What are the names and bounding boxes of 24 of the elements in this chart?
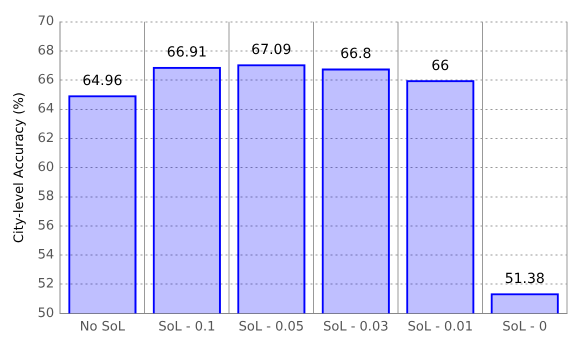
x-tick-label: No SoL bbox=[80, 320, 126, 335]
data-label: 51.38 bbox=[504, 270, 545, 287]
y-axis-title: City-level Accuracy (%) bbox=[12, 92, 28, 244]
y-tick-label: 66 bbox=[38, 72, 54, 88]
x-tick-label: SoL - 0 bbox=[502, 320, 548, 335]
y-tick-label: 60 bbox=[38, 160, 54, 175]
data-label: 64.96 bbox=[82, 72, 123, 89]
x-tick-label: SoL - 0.01 bbox=[408, 320, 473, 335]
data-label: 66.91 bbox=[166, 44, 207, 60]
y-tick-label: 54 bbox=[38, 247, 54, 262]
y-tick-label: 50 bbox=[38, 306, 54, 321]
x-tick-label: SoL - 0.03 bbox=[323, 320, 388, 335]
y-tick-label: 64 bbox=[38, 102, 54, 117]
x-tick-label: SoL - 0.1 bbox=[158, 320, 216, 335]
data-label: 66 bbox=[431, 58, 450, 74]
x-tick-label: SoL - 0.05 bbox=[238, 320, 304, 335]
y-tick-label: 68 bbox=[38, 43, 54, 58]
data-label: 66.8 bbox=[340, 46, 372, 62]
y-tick-label: 70 bbox=[38, 14, 54, 30]
y-tick-label: 58 bbox=[38, 189, 54, 204]
y-tick-label: 56 bbox=[38, 218, 54, 234]
data-label: 67.09 bbox=[251, 42, 292, 58]
y-tick-label: 52 bbox=[38, 276, 54, 292]
y-tick-label: 62 bbox=[38, 130, 54, 146]
